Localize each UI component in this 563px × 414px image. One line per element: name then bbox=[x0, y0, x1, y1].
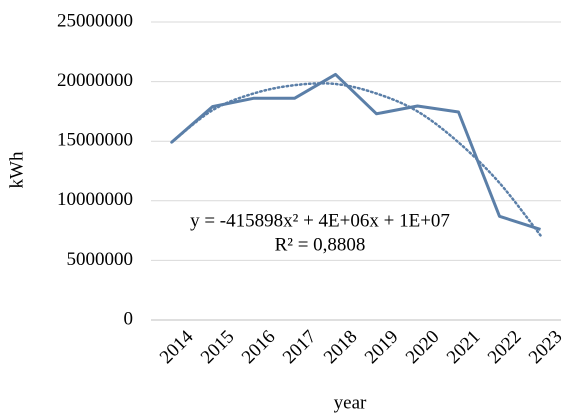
y-tick-label: 0 bbox=[124, 308, 134, 329]
x-tick-label: 2019 bbox=[361, 326, 403, 368]
series-line bbox=[170, 72, 541, 231]
x-tick-label: 2021 bbox=[443, 326, 485, 368]
x-tick-label: 2020 bbox=[402, 326, 444, 368]
y-tick-label: 5000000 bbox=[67, 249, 134, 270]
trendline-equation: y = -415898x² + 4E+06x + 1E+07 bbox=[190, 210, 450, 231]
x-tick-label: 2022 bbox=[484, 326, 526, 368]
x-tick-label: 2014 bbox=[156, 326, 198, 368]
x-tick-label: 2015 bbox=[197, 326, 239, 368]
y-tick-label: 10000000 bbox=[57, 189, 133, 210]
x-tick-label: 2018 bbox=[320, 326, 362, 368]
y-tick-label: 20000000 bbox=[57, 70, 133, 91]
trendline-r-squared: R² = 0,8808 bbox=[275, 234, 366, 255]
trendline bbox=[170, 82, 542, 237]
y-tick-label: 25000000 bbox=[57, 10, 133, 31]
x-tick-label: 2023 bbox=[525, 326, 563, 368]
x-axis-label: year bbox=[334, 392, 367, 413]
y-tick-label: 15000000 bbox=[57, 130, 133, 151]
x-tick-label: 2017 bbox=[279, 326, 321, 368]
y-axis-label: kWh bbox=[6, 151, 27, 188]
x-tick-label: 2016 bbox=[238, 326, 280, 368]
